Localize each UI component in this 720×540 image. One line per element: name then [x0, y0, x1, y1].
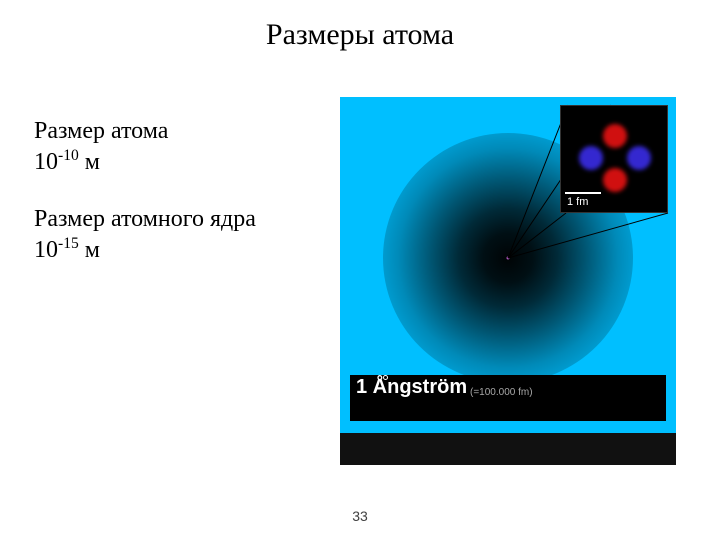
angstrom-scalebar: 1 Ångström (=100.000 fm): [350, 375, 666, 421]
inset-scale-bar: [565, 192, 601, 194]
atom-base: 10: [34, 149, 58, 175]
nucleus-inset: 1 fm: [560, 105, 668, 213]
page-number: 33: [0, 508, 720, 524]
nucleus-base: 10: [34, 237, 58, 263]
nucleus-dot: [507, 257, 510, 260]
atom-figure: 1 fm 1 Ångström (=100.000 fm): [340, 97, 676, 433]
atom-unit: м: [85, 149, 100, 175]
bottom-black-strip: [340, 433, 676, 465]
nucleus-exp: -15: [58, 235, 79, 252]
nucleus-size-label: Размер атомного ядра: [34, 206, 334, 233]
scalebar-main: 1 Ångström: [356, 376, 467, 399]
text-column: Размер атома 10-10 м Размер атомного ядр…: [34, 118, 334, 266]
nucleus-unit: м: [85, 237, 100, 263]
scalebar-sub: (=100.000 fm): [470, 387, 533, 398]
atom-exp: -10: [58, 147, 79, 164]
atom-size-value: 10-10 м: [34, 147, 334, 176]
slide-title: Размеры атома: [0, 18, 720, 52]
atom-size-label: Размер атома: [34, 118, 334, 145]
slide: { "title": "Размеры атома", "atom": { "l…: [0, 0, 720, 540]
nucleus-size-value: 10-15 м: [34, 235, 334, 264]
inset-scale-label: 1 fm: [567, 196, 588, 208]
